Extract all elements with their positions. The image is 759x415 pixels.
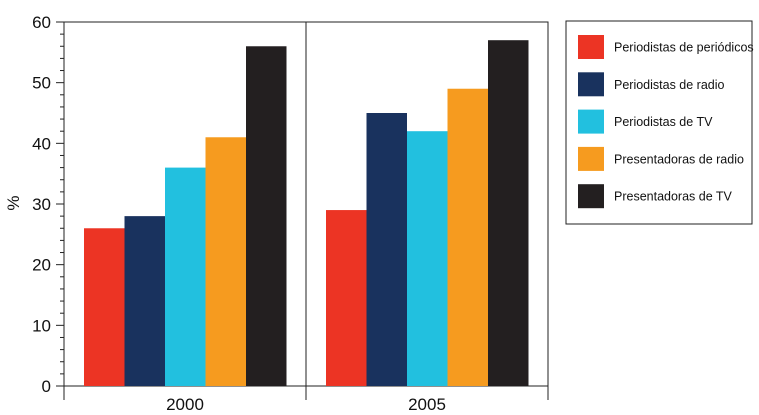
legend-swatch: [578, 72, 604, 97]
y-tick-label: 60: [32, 13, 51, 32]
bar: [326, 210, 367, 386]
legend: Periodistas de periódicos Periodistas de …: [565, 20, 754, 225]
bar: [407, 131, 448, 386]
legend-entry-label: Periodistas de TV: [614, 115, 713, 129]
y-tick-label: 20: [32, 256, 51, 275]
x-tick-label: 2005: [408, 395, 446, 414]
bar: [447, 88, 488, 386]
y-tick-label: 50: [32, 74, 51, 93]
bar: [84, 228, 125, 386]
bar: [205, 137, 246, 386]
legend-entry-label: Presentadoras de TV: [614, 190, 733, 204]
bar: [124, 216, 165, 386]
y-axis: 0 10 20 30 40 50 60: [32, 13, 64, 396]
bar: [165, 167, 206, 386]
x-tick-label: 2000: [166, 395, 204, 414]
bars: [84, 40, 529, 387]
legend-entry-label: Periodistas de radio: [614, 78, 725, 92]
y-tick-label: 0: [42, 377, 51, 396]
legend-entry-label: Presentadoras de radio: [614, 152, 744, 166]
y-tick-label: 30: [32, 195, 51, 214]
legend-swatch: [578, 109, 604, 134]
y-tick-label: 10: [32, 316, 51, 335]
bar: [246, 46, 287, 387]
legend-swatch: [578, 35, 604, 59]
y-axis-label: %: [4, 195, 23, 210]
legend-entry-label: Periodistas de periódicos: [614, 41, 754, 55]
x-axis: 2000 2005: [166, 395, 446, 414]
bar: [488, 40, 529, 386]
legend-swatch: [578, 146, 604, 171]
y-tick-label: 40: [32, 134, 51, 153]
bar: [366, 113, 407, 386]
legend-swatch: [578, 184, 604, 209]
